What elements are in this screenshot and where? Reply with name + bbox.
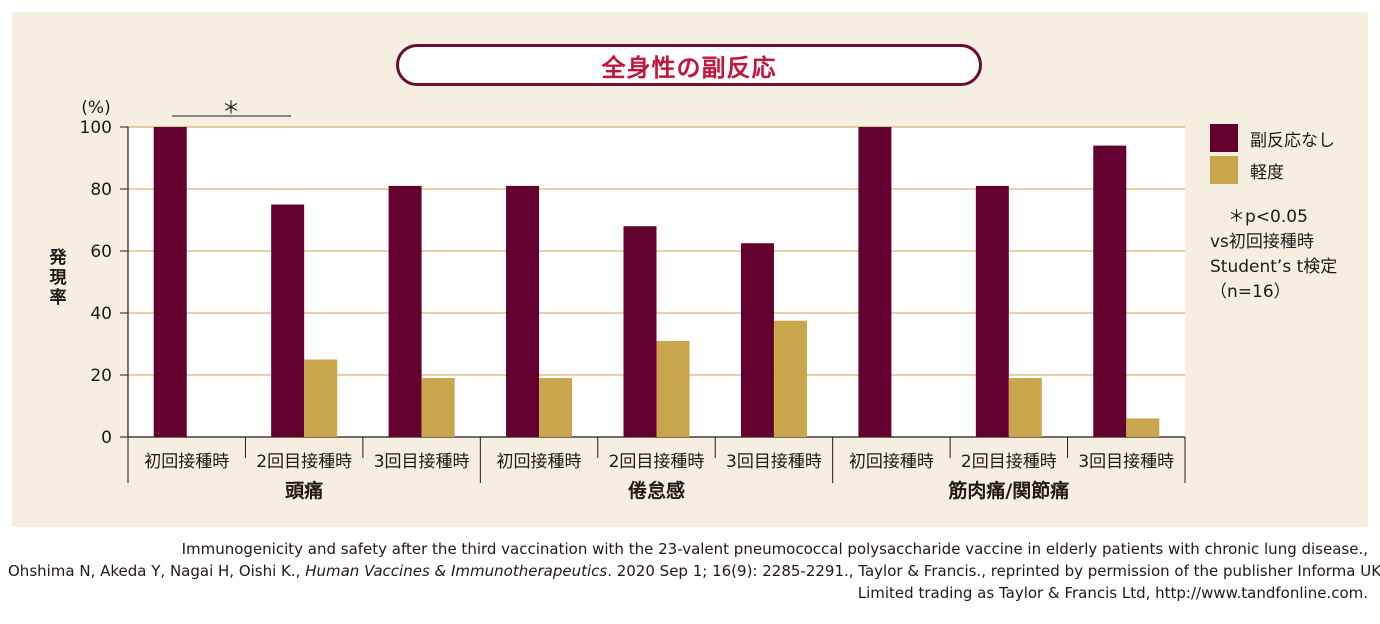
- bar-mild: [304, 359, 338, 437]
- x-tick-label: 2回目接種時: [961, 452, 1057, 472]
- bar-none: [506, 185, 540, 437]
- y-axis-label: 発現率: [49, 248, 67, 308]
- y-tick-label: 100: [80, 118, 112, 138]
- y-tick-label: 60: [90, 242, 112, 262]
- y-tick-label: 40: [90, 304, 112, 324]
- x-tick-label: 3回目接種時: [726, 452, 822, 472]
- citation-line-1: Immunogenicity and safety after the thir…: [181, 540, 1368, 558]
- x-tick-label: 2回目接種時: [256, 452, 352, 472]
- bar-none: [153, 127, 187, 437]
- bar-none: [1093, 145, 1127, 437]
- note-line-1: ＊p<0.05: [1228, 207, 1308, 227]
- bar-mild: [421, 378, 455, 437]
- note-line-2: vs初回接種時: [1210, 232, 1314, 252]
- significance-mark: ＊: [222, 98, 240, 119]
- bar-mild: [1126, 418, 1160, 437]
- y-unit-label: (%): [81, 98, 110, 118]
- bar-none: [623, 226, 657, 437]
- bar-none: [858, 127, 892, 437]
- x-tick-label: 3回目接種時: [1078, 452, 1174, 472]
- y-tick-label: 80: [90, 180, 112, 200]
- x-tick-label: 初回接種時: [144, 452, 229, 472]
- bar-mild: [1008, 378, 1042, 437]
- legend-swatch-mild: [1210, 156, 1238, 184]
- x-tick-label: 初回接種時: [497, 452, 582, 472]
- significance-note: ＊p<0.05 vs初回接種時 Student’s t検定 （n=16）: [1210, 205, 1337, 305]
- citation: Immunogenicity and safety after the thir…: [8, 538, 1380, 604]
- note-line-4: （n=16）: [1210, 282, 1291, 302]
- chart-title: 全身性の副反応: [601, 53, 777, 82]
- bar-none: [975, 185, 1009, 437]
- x-tick-label: 2回目接種時: [609, 452, 705, 472]
- bar-none: [388, 185, 422, 437]
- legend-item-none: 副反応なし: [1210, 124, 1335, 152]
- y-tick-label: 20: [90, 366, 112, 386]
- legend-item-mild: 軽度: [1210, 156, 1284, 184]
- chart-title-box: 全身性の副反応: [396, 44, 982, 86]
- legend-label-mild: 軽度: [1250, 162, 1284, 183]
- legend-swatch-none: [1210, 124, 1238, 152]
- bar-mild: [773, 320, 807, 437]
- group-label: 頭痛: [285, 479, 323, 502]
- citation-line-2: Ohshima N, Akeda Y, Nagai H, Oishi K., H…: [8, 560, 1380, 582]
- citation-details: . 2020 Sep 1; 16(9): 2285-2291., Taylor …: [607, 562, 1380, 580]
- citation-line-3: Limited trading as Taylor & Francis Ltd,…: [857, 584, 1368, 602]
- group-label: 倦怠感: [628, 479, 685, 502]
- x-tick-label: 3回目接種時: [374, 452, 470, 472]
- note-line-3: Student’s t検定: [1210, 257, 1338, 277]
- citation-journal: Human Vaccines & Immunotherapeutics: [305, 562, 608, 580]
- bar-none: [271, 204, 305, 437]
- y-tick-label: 0: [101, 428, 112, 448]
- bar-none: [740, 243, 774, 437]
- bar-mild: [539, 378, 573, 437]
- group-label: 筋肉痛/関節痛: [948, 479, 1069, 502]
- x-tick-label: 初回接種時: [849, 452, 934, 472]
- citation-authors: Ohshima N, Akeda Y, Nagai H, Oishi K.,: [8, 562, 306, 580]
- legend-label-none: 副反応なし: [1250, 130, 1335, 151]
- bar-mild: [656, 340, 690, 437]
